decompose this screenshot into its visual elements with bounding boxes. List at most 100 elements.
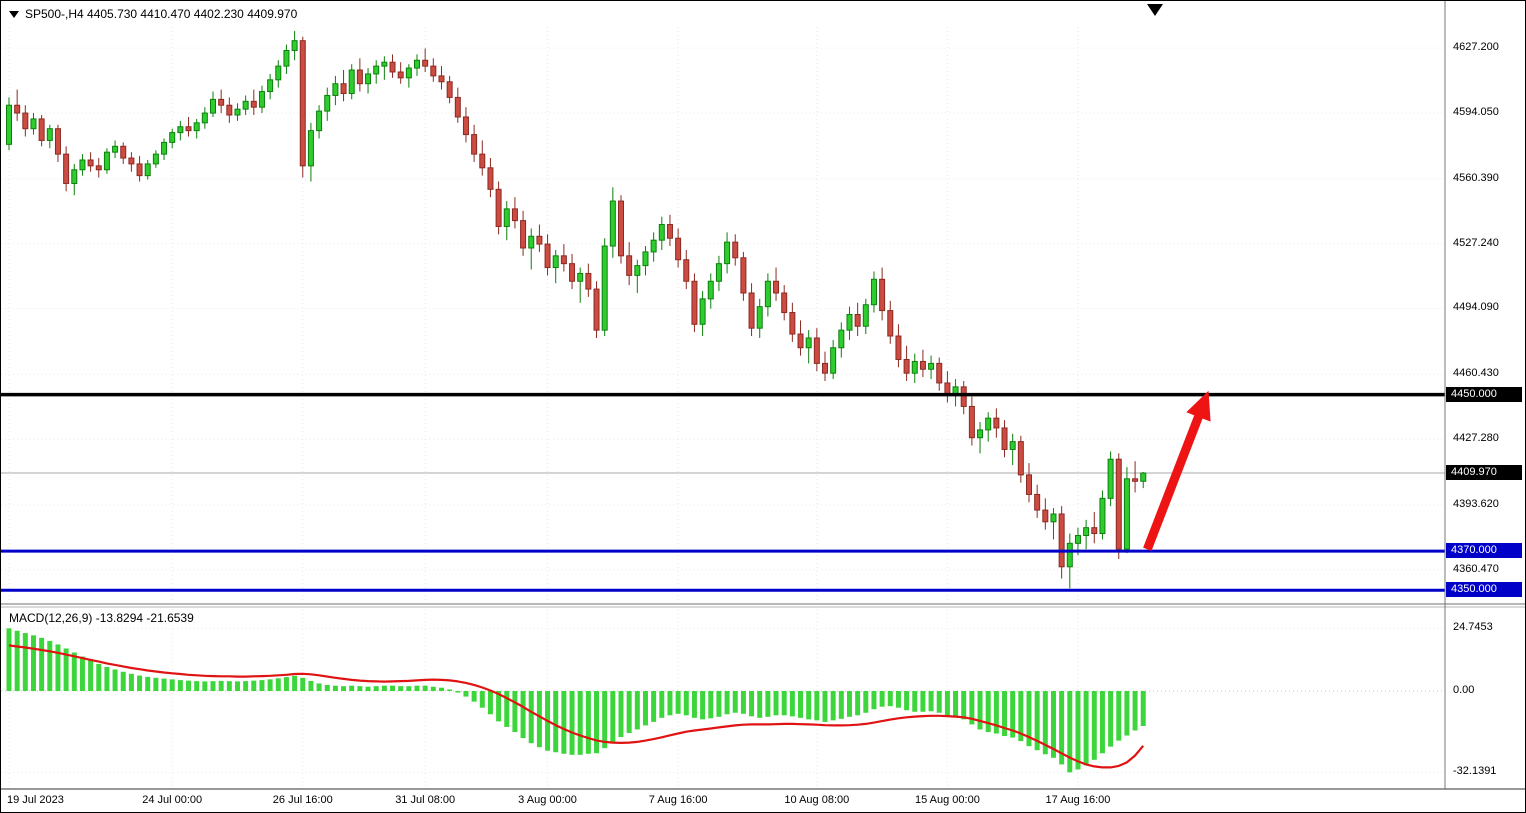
candle-up [601,245,608,331]
candle-up [715,263,722,282]
candle-down [128,157,135,165]
chart-shift-marker-icon[interactable] [1147,4,1163,16]
candle-up [577,272,584,282]
candle-up [275,65,282,81]
candle-down [797,333,804,349]
candle-down [675,237,682,261]
candle-down [936,362,943,384]
candle-down [250,100,257,108]
candle-down [781,292,788,314]
candle-up [283,49,290,67]
candle-up [6,104,12,145]
trend-arrow-annotation[interactable] [1143,390,1211,551]
candle-up [1083,527,1090,537]
macd-signal-line [8,644,1145,769]
candle-up [414,59,420,69]
candle-down [218,98,225,106]
candle-down [63,153,70,184]
candle-down [732,241,739,259]
candle-up [169,132,176,143]
candle-down [691,280,698,325]
candle-down [903,358,910,374]
candle-up [1099,497,1106,535]
candle-down [430,65,437,77]
candle-up [193,122,200,132]
candle-up [552,255,559,269]
candle-up [316,110,323,132]
candle-down [1017,441,1024,476]
candle-down [740,257,747,294]
candle-down [854,314,861,327]
candle-down [544,243,551,269]
candle-up [258,91,265,108]
chart-legend: SP500-,H4 4405.730 4410.470 4402.230 440… [9,7,297,21]
macd-indicator-label: MACD(12,26,9) -13.8294 -21.6539 [9,611,194,625]
candle-down [1001,427,1008,450]
candle-up [699,298,706,325]
candle-down [14,104,21,114]
candle-up [707,280,714,300]
candle-down [1042,509,1049,523]
candle-up [928,362,935,370]
candle-down [479,153,486,169]
candle-down [993,417,1000,429]
candle-down [1091,527,1098,535]
candle-up [977,429,984,439]
candle-down [356,69,363,85]
candle-down [968,405,975,439]
candle-down [340,83,347,94]
candle-down [626,255,633,276]
candle-down [495,188,502,227]
candle-down [593,288,600,331]
candle-up [46,128,53,141]
candle-up [161,141,168,155]
candle-down [536,235,543,245]
candle-down [789,312,796,335]
candle-up [838,329,845,349]
candle-up [348,69,355,94]
candlestick-series [6,30,1147,589]
candle-up [373,65,380,75]
candle-up [1066,542,1073,568]
candle-up [381,61,388,67]
candle-up [830,347,837,374]
candle-down [511,208,518,222]
candle-down [299,40,306,167]
candle-down [944,382,951,396]
candle-up [112,145,119,153]
candle-up [152,153,159,165]
candle-down [919,360,926,370]
candle-up [177,126,184,134]
candle-up [242,100,249,110]
candle-up [756,306,763,329]
candle-up [30,118,37,130]
candle-up [210,98,216,114]
candle-down [1115,458,1122,550]
candle-up [291,40,298,51]
candle-down [960,386,967,407]
candle-down [120,145,127,159]
grid-layer [1,27,1445,787]
symbol-marker-icon [9,10,19,18]
candle-up [658,224,665,241]
candle-up [201,112,208,124]
candle-down [773,280,780,294]
price-lines-layer[interactable] [1,392,1445,592]
symbol-ohlc-text: SP500-,H4 4405.730 4410.470 4402.230 440… [25,7,298,21]
candle-down [446,81,453,98]
candle-down [748,292,755,329]
candle-down [813,337,820,364]
candle-down [454,96,461,118]
candle-up [324,94,331,112]
candle-up [764,280,771,308]
candle-down [87,159,94,167]
candle-up [985,417,992,431]
candle-down [22,112,29,130]
candle-up [1123,478,1130,550]
candle-up [103,151,110,171]
candle-down [879,278,886,312]
candle-up [144,163,151,177]
candle-down [585,272,592,290]
